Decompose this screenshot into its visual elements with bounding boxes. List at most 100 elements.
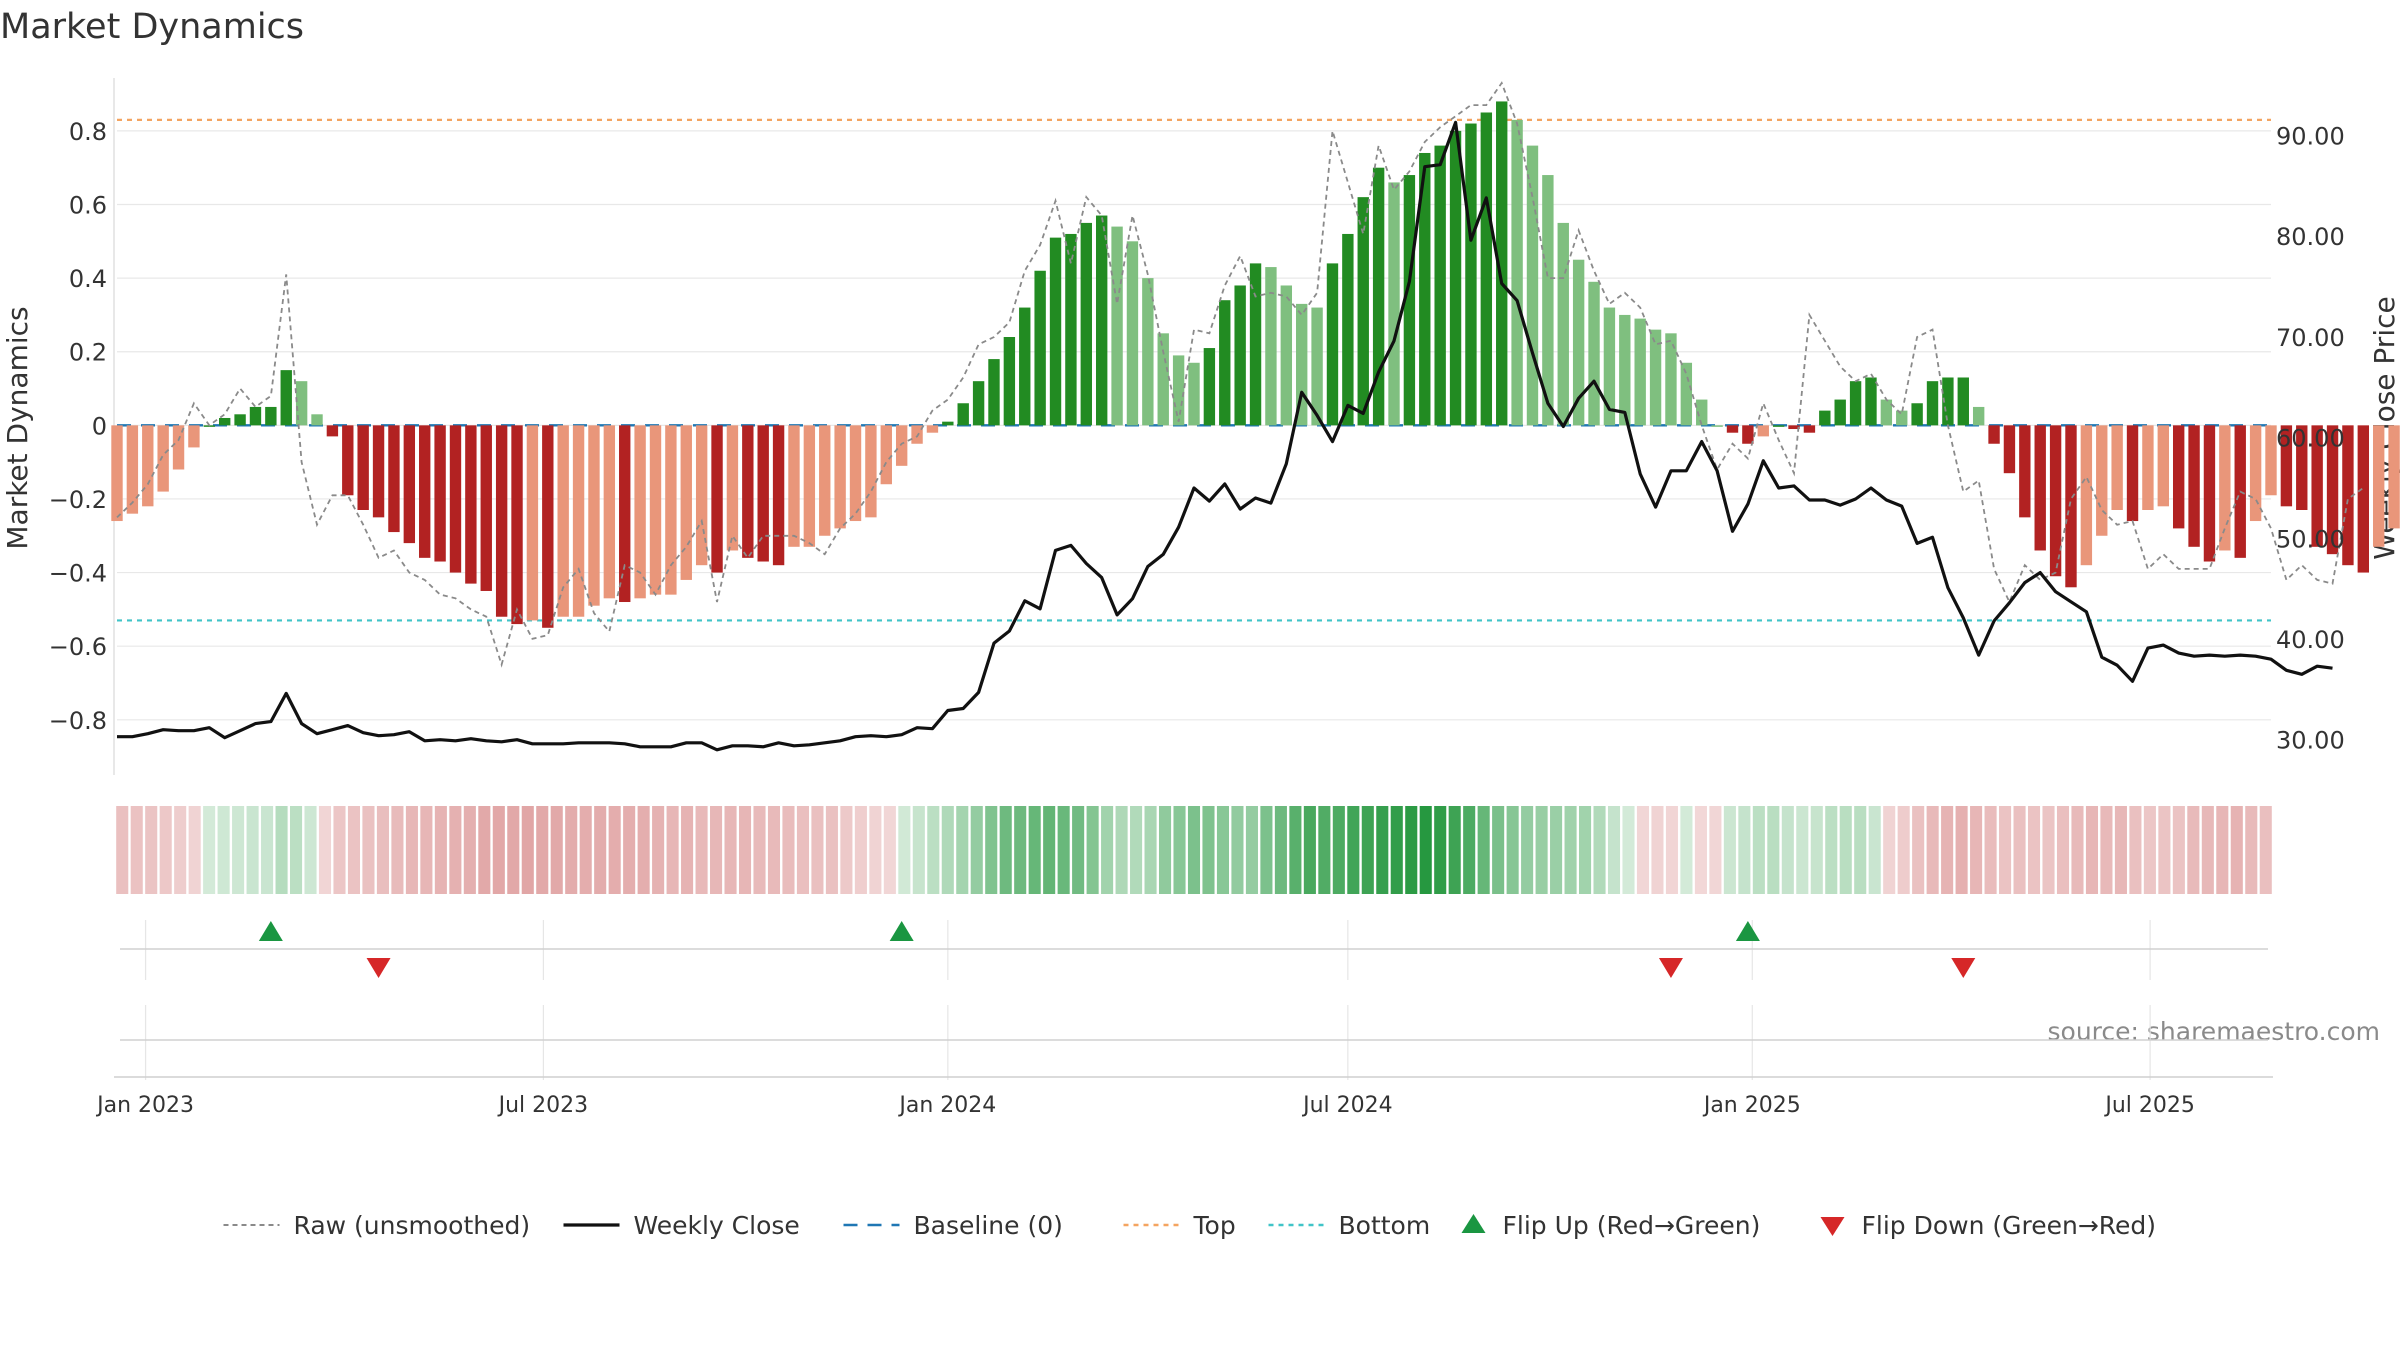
gridlines <box>113 78 2271 1080</box>
dynamics-bar <box>1496 101 1508 426</box>
regime-strip-cell <box>985 806 998 894</box>
dynamics-bar <box>1542 175 1554 426</box>
dynamics-bar <box>649 425 662 595</box>
dynamics-bar <box>1511 119 1523 426</box>
dynamics-bar <box>1234 285 1246 426</box>
regime-strip-cell <box>1970 806 1983 894</box>
dynamics-bar <box>2373 425 2385 547</box>
legend-label: Bottom <box>1339 1211 1431 1240</box>
dynamics-bar <box>1203 348 1216 426</box>
regime-strip-cell <box>1781 806 1794 894</box>
dynamics-bar <box>1957 377 1969 426</box>
regime-strip-cell <box>2071 806 2084 894</box>
regime-strip-cell <box>405 806 418 894</box>
chart-title: Market Dynamics <box>0 7 304 47</box>
regime-strip-cell <box>1926 806 1939 894</box>
dynamics-bar <box>1680 362 1693 426</box>
dynamics-bar <box>972 381 985 426</box>
dynamics-bar <box>511 425 523 625</box>
dynamics-bar <box>695 425 708 566</box>
dynamics-bar <box>465 425 477 584</box>
x-tick-label: Jul 2024 <box>1301 1093 1393 1118</box>
legend-item-top: Top <box>1123 1211 1236 1240</box>
regime-strip-cell <box>1868 806 1881 894</box>
legend-label: Flip Down (Green→Red) <box>1862 1211 2157 1240</box>
regime-strip-cell <box>434 806 447 894</box>
regime-strip-cell <box>767 806 781 894</box>
dynamics-bar <box>126 425 139 514</box>
regime-strip-cell <box>1376 806 1389 894</box>
right-tick-label: 60.00 <box>2276 425 2345 453</box>
regime-strip-cell <box>391 806 404 894</box>
dynamics-bar <box>372 425 385 518</box>
regime-strip <box>116 806 2272 894</box>
dynamics-bar <box>2157 425 2169 507</box>
regime-strip-cell <box>289 806 303 894</box>
regime-strip-cell <box>1361 806 1374 894</box>
dynamics-bar <box>1434 145 1446 426</box>
legend-label: Top <box>1193 1211 1236 1240</box>
dynamics-bar <box>1003 337 1016 426</box>
dynamics-bar <box>1019 307 1031 426</box>
regime-strip-cell <box>1796 806 1809 894</box>
dynamics-bar <box>542 425 554 628</box>
dynamics-bar <box>1296 303 1308 426</box>
regime-strip-cell <box>1636 806 1650 894</box>
dynamics-bar <box>419 425 431 558</box>
dynamics-bar <box>757 425 769 562</box>
legend-item-flip_down: Flip Down (Green→Red) <box>1820 1211 2157 1240</box>
dynamics-bar <box>1265 267 1277 426</box>
dynamics-bar <box>1803 425 1816 433</box>
regime-strip-cell <box>1216 806 1230 894</box>
legend-item-bottom: Bottom <box>1268 1211 1431 1240</box>
legend-label: Raw (unsmoothed) <box>294 1211 531 1240</box>
dynamics-bar <box>572 425 585 617</box>
regime-strip-cell <box>1434 806 1447 894</box>
regime-strip-cell <box>174 806 187 894</box>
dynamics-bar <box>865 425 877 518</box>
dynamics-bar <box>2311 425 2323 547</box>
right-tick-label: 80.00 <box>2276 223 2345 251</box>
dynamics-bar <box>1357 197 1369 426</box>
dynamics-bar <box>2296 425 2308 510</box>
dynamics-bar <box>265 406 277 426</box>
regime-strip-cell <box>203 806 216 894</box>
regime-strip-cell <box>188 806 201 894</box>
dynamics-bar <box>1403 175 1416 426</box>
regime-strip-cell <box>1854 806 1867 894</box>
regime-strip-cell <box>1014 806 1027 894</box>
regime-strip-cell <box>1245 806 1258 894</box>
regime-strip-cell <box>1550 806 1563 894</box>
regime-strip-cell <box>970 806 983 894</box>
dynamics-bar <box>2203 425 2216 562</box>
dynamics-bar <box>1326 263 1339 426</box>
regime-strip-cell <box>1043 806 1056 894</box>
regime-strip-cell <box>1477 806 1490 894</box>
regime-strip-cell <box>782 806 795 894</box>
regime-strip-cell <box>1535 806 1548 894</box>
legend-swatch-flip-up <box>1461 1214 1486 1233</box>
dynamics-bar <box>634 425 646 599</box>
x-tick-label: Jan 2024 <box>897 1093 996 1118</box>
dynamics-bar <box>1065 233 1077 426</box>
regime-strip-cell <box>854 806 867 894</box>
dynamics-bar <box>1757 425 1769 437</box>
regime-strip-cell <box>912 806 925 894</box>
regime-strip-cell <box>2216 806 2229 894</box>
dynamics-bar <box>495 425 508 617</box>
dynamics-bar <box>1080 222 1092 426</box>
regime-strip-cell <box>116 806 129 894</box>
dynamics-bar <box>157 425 169 492</box>
dynamics-bar <box>1172 355 1185 426</box>
dynamics-bar <box>1034 270 1046 426</box>
regime-strip-cell <box>2129 806 2142 894</box>
regime-strip-cell <box>1347 806 1360 894</box>
dynamics-bar <box>1726 425 1739 433</box>
dynamics-bar <box>557 425 569 617</box>
regime-strip-cell <box>753 806 766 894</box>
raw-series <box>116 81 2364 668</box>
dynamics-bar <box>911 425 923 444</box>
regime-strip-cell <box>1984 806 1997 894</box>
regime-strip-cell <box>1579 806 1592 894</box>
dynamics-bar <box>2280 425 2293 507</box>
